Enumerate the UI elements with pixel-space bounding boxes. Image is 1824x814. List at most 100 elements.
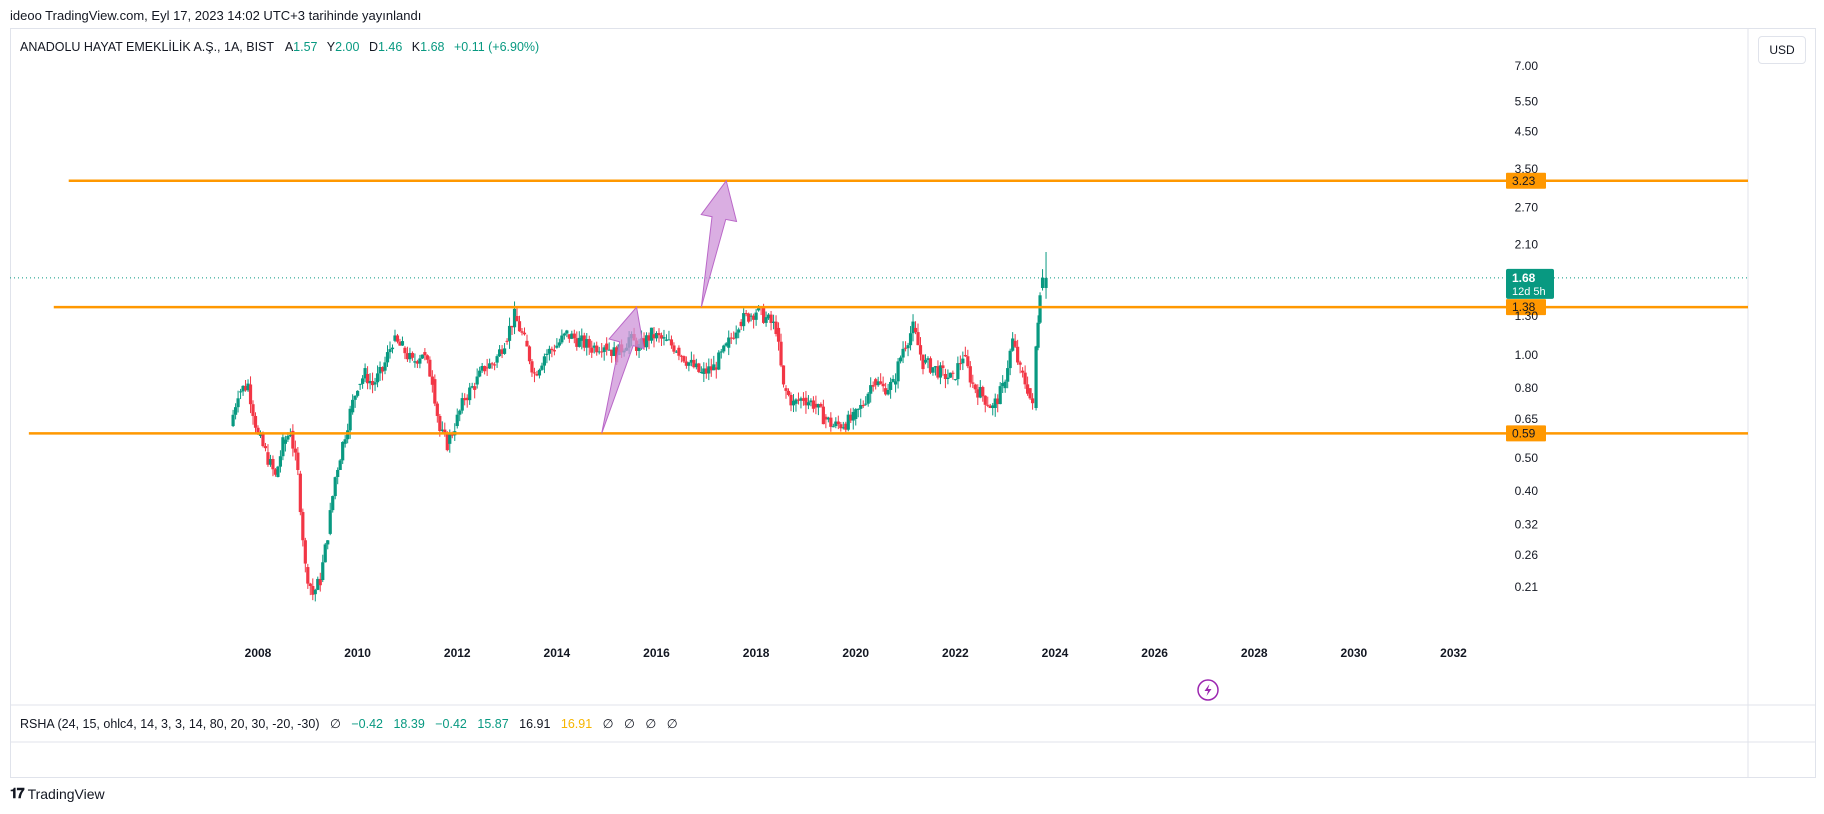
candle-body bbox=[497, 349, 502, 357]
candle-body bbox=[928, 358, 933, 373]
candle-body bbox=[560, 335, 564, 343]
candle-body bbox=[316, 578, 320, 590]
candle-body bbox=[983, 395, 987, 405]
level-price-label: 1.38 bbox=[1512, 300, 1536, 314]
candle-body bbox=[814, 403, 818, 408]
candle-body bbox=[986, 404, 990, 406]
candle-body bbox=[545, 353, 549, 355]
price-tick-label: 4.50 bbox=[1515, 124, 1539, 138]
footer-brand[interactable]: 𝟏𝟕 TradingView bbox=[10, 785, 105, 802]
candle-body bbox=[478, 370, 482, 377]
candle-body bbox=[370, 381, 375, 386]
candle-body bbox=[373, 382, 377, 385]
level-price-label: 0.59 bbox=[1512, 426, 1536, 440]
candle-body bbox=[953, 379, 957, 381]
currency-button[interactable]: USD bbox=[1758, 36, 1806, 64]
candle-body bbox=[455, 414, 459, 427]
candle-body bbox=[488, 363, 492, 369]
candle-body bbox=[806, 402, 811, 406]
candle-body bbox=[490, 363, 494, 365]
candle-body bbox=[415, 361, 419, 364]
change-value: +0.11 (+6.90%) bbox=[453, 40, 540, 54]
low-label: D bbox=[368, 40, 378, 54]
candle-body bbox=[465, 397, 469, 401]
candle-body bbox=[737, 329, 741, 333]
candle-body bbox=[747, 313, 751, 322]
indicator-legend[interactable]: RSHA (24, 15, ohlc4, 14, 3, 3, 14, 80, 2… bbox=[20, 716, 685, 731]
price-tick-label: 7.00 bbox=[1515, 59, 1539, 73]
candle-body bbox=[358, 383, 362, 385]
candle-body bbox=[894, 381, 898, 385]
lightning-icon[interactable] bbox=[1197, 679, 1219, 701]
candle-body bbox=[744, 313, 748, 315]
candle-body bbox=[233, 407, 238, 415]
indicator-name[interactable]: RSHA (24, 15, ohlc4, 14, 3, 3, 14, 80, 2… bbox=[20, 717, 320, 731]
candle-body bbox=[575, 338, 579, 347]
candles-layer bbox=[231, 252, 1048, 602]
candle-body bbox=[1030, 398, 1035, 404]
candle-body bbox=[435, 403, 439, 416]
candle-body bbox=[684, 361, 688, 366]
candle-body bbox=[903, 347, 908, 349]
candle-body bbox=[473, 386, 477, 390]
candle-body bbox=[687, 362, 691, 366]
time-axis[interactable]: 2008 2010 2012 2014 2016 2018 2020 2022 2024 2026… bbox=[245, 646, 1468, 660]
candle-body bbox=[390, 347, 395, 350]
candle-body bbox=[510, 325, 514, 328]
candle-body bbox=[784, 388, 788, 391]
indicator-value: 16.91 bbox=[560, 717, 593, 731]
candle-body bbox=[570, 333, 574, 339]
candle-body bbox=[786, 390, 791, 395]
price-tick-label: 0.21 bbox=[1515, 580, 1539, 594]
candle-body bbox=[916, 332, 920, 346]
candle-body bbox=[754, 312, 758, 320]
candle-body bbox=[821, 406, 825, 425]
up-arrow-drawing[interactable] bbox=[700, 179, 738, 308]
price-tick-label: 2.70 bbox=[1515, 200, 1539, 214]
candle-body bbox=[766, 314, 771, 319]
symbol-name[interactable]: ANADOLU HAYAT EMEKLİLİK A.Ş., 1A, BIST bbox=[20, 40, 275, 54]
candle-body bbox=[567, 334, 571, 339]
candle-body bbox=[719, 351, 723, 353]
candle-body bbox=[318, 578, 322, 586]
indicator-value: ∅ bbox=[602, 717, 614, 731]
candle-body bbox=[393, 335, 397, 341]
candle-body bbox=[577, 337, 581, 347]
candle-body bbox=[607, 349, 611, 351]
candle-body bbox=[973, 384, 977, 390]
candle-body bbox=[951, 372, 955, 374]
candle-body bbox=[819, 403, 823, 407]
candle-body bbox=[846, 414, 850, 430]
candle-body bbox=[365, 373, 370, 384]
candle-body bbox=[517, 321, 522, 332]
candle-body bbox=[963, 355, 967, 357]
price-tick-label: 0.65 bbox=[1515, 412, 1539, 426]
candle-body bbox=[293, 448, 297, 453]
candle-body bbox=[976, 389, 980, 398]
candle-body bbox=[993, 398, 997, 409]
candle-body bbox=[243, 385, 248, 391]
time-tick-label: 2018 bbox=[743, 646, 770, 660]
candle-body bbox=[258, 434, 263, 436]
candle-body bbox=[824, 416, 828, 420]
up-arrow-drawing[interactable] bbox=[601, 306, 645, 434]
candle-body bbox=[831, 426, 835, 428]
candle-body bbox=[600, 351, 604, 353]
candle-body bbox=[943, 373, 948, 380]
candle-body bbox=[998, 386, 1002, 405]
candle-body bbox=[552, 350, 556, 352]
candle-body bbox=[418, 358, 422, 364]
price-axis[interactable]: 7.00 5.50 4.50 3.50 2.70 2.10 1.30 1.00 0.80 0.65… bbox=[1515, 59, 1539, 594]
candle-body bbox=[493, 364, 497, 366]
candle-body bbox=[592, 345, 596, 348]
candle-body bbox=[403, 347, 407, 354]
candle-body bbox=[1038, 295, 1042, 323]
candle-body bbox=[438, 415, 442, 432]
candle-body bbox=[283, 439, 287, 444]
candle-body bbox=[433, 379, 437, 404]
candle-body bbox=[273, 469, 278, 475]
price-tick-label: 0.50 bbox=[1515, 451, 1539, 465]
candle-body bbox=[313, 589, 317, 595]
